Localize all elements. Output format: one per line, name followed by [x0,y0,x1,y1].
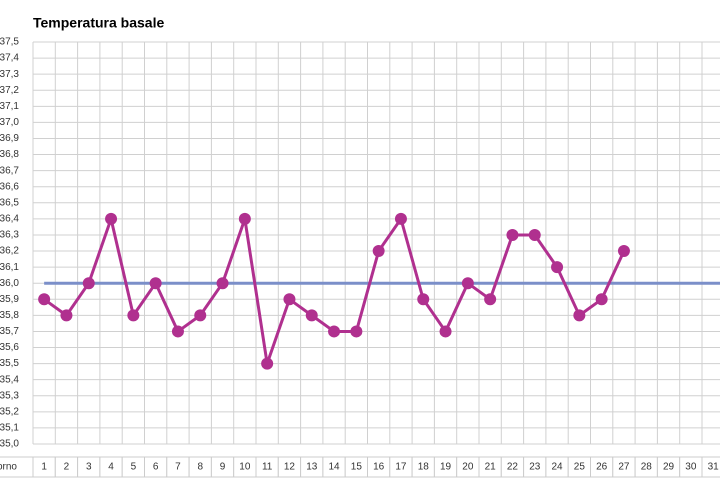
x-tick-label: 2 [64,462,70,473]
y-tick-label: 36,9 [0,133,19,144]
y-tick-label: 35,7 [0,326,19,337]
data-point [216,277,229,290]
x-tick-label: 6 [153,462,159,473]
data-point [417,293,430,306]
y-tick-label: 37,0 [0,117,19,128]
data-point [105,212,118,225]
y-tick-label: 37,2 [0,85,19,96]
y-tick-label: 36,6 [0,181,19,192]
x-tick-label: 5 [131,462,137,473]
y-tick-label: 36,7 [0,165,19,176]
x-tick-label: 7 [175,462,181,473]
data-point [261,357,274,370]
y-tick-label: 35,1 [0,423,19,434]
data-point [238,212,251,225]
x-tick-label: 27 [618,462,630,473]
data-point [60,309,73,322]
data-point [394,212,407,225]
x-tick-label: 31 [708,462,720,473]
y-tick-label: 36,4 [0,214,19,225]
x-tick-label: 8 [197,462,203,473]
y-tick-label: 36,8 [0,149,19,160]
y-tick-label: 35,0 [0,439,19,450]
x-tick-label: 12 [284,462,296,473]
x-tick-label: 14 [328,462,340,473]
y-tick-label: 35,3 [0,390,19,401]
data-point [82,277,95,290]
x-tick-label: 20 [462,462,474,473]
x-tick-label: 19 [440,462,452,473]
data-point [439,325,452,338]
x-tick-label: 15 [351,462,363,473]
y-tick-label: 37,3 [0,69,19,80]
y-tick-label: 36,5 [0,197,19,208]
data-point [617,245,630,258]
y-tick-label: 35,2 [0,406,19,417]
data-point [283,293,296,306]
y-tick-label: 36,2 [0,246,19,257]
data-point [350,325,363,338]
data-point [127,309,140,322]
y-tick-label: 37,1 [0,101,19,112]
x-tick-label: 17 [395,462,407,473]
x-tick-label: 28 [641,462,653,473]
x-tick-label: 3 [86,462,92,473]
x-axis-label: giorno [0,462,17,473]
chart-title: Temperatura basale [33,15,164,31]
data-point [573,309,586,322]
data-point [461,277,474,290]
x-tick-label: 9 [220,462,226,473]
data-point [305,309,318,322]
data-point [194,309,207,322]
x-tick-label: 21 [485,462,497,473]
y-tick-label: 37,5 [0,37,19,48]
data-point [171,325,184,338]
data-point [528,228,541,241]
y-tick-label: 35,6 [0,342,19,353]
x-tick-label: 11 [262,462,273,473]
x-tick-label: 24 [551,462,563,473]
data-point [551,261,564,274]
x-tick-label: 22 [507,462,519,473]
data-point [149,277,162,290]
y-tick-label: 35,5 [0,358,19,369]
y-tick-label: 35,8 [0,310,19,321]
x-tick-label: 25 [574,462,586,473]
data-point [595,293,608,306]
y-tick-label: 37,4 [0,53,19,64]
data-point [328,325,341,338]
x-tick-label: 26 [596,462,608,473]
y-tick-label: 35,9 [0,294,19,305]
y-tick-label: 36,3 [0,230,19,241]
x-tick-label: 13 [306,462,318,473]
x-tick-label: 18 [418,462,430,473]
x-tick-label: 30 [685,462,697,473]
x-tick-label: 10 [239,462,251,473]
data-point [506,228,519,241]
x-tick-cell [701,456,720,478]
x-tick-label: 16 [373,462,385,473]
data-point [484,293,497,306]
y-tick-label: 35,4 [0,374,19,385]
data-point [372,245,385,258]
x-tick-label: 1 [41,462,47,473]
x-tick-label: 29 [663,462,675,473]
y-tick-label: 36,1 [0,262,19,273]
y-tick-label: 36,0 [0,278,19,289]
data-point [38,293,51,306]
x-tick-label: 4 [108,462,114,473]
x-tick-label: 23 [529,462,541,473]
